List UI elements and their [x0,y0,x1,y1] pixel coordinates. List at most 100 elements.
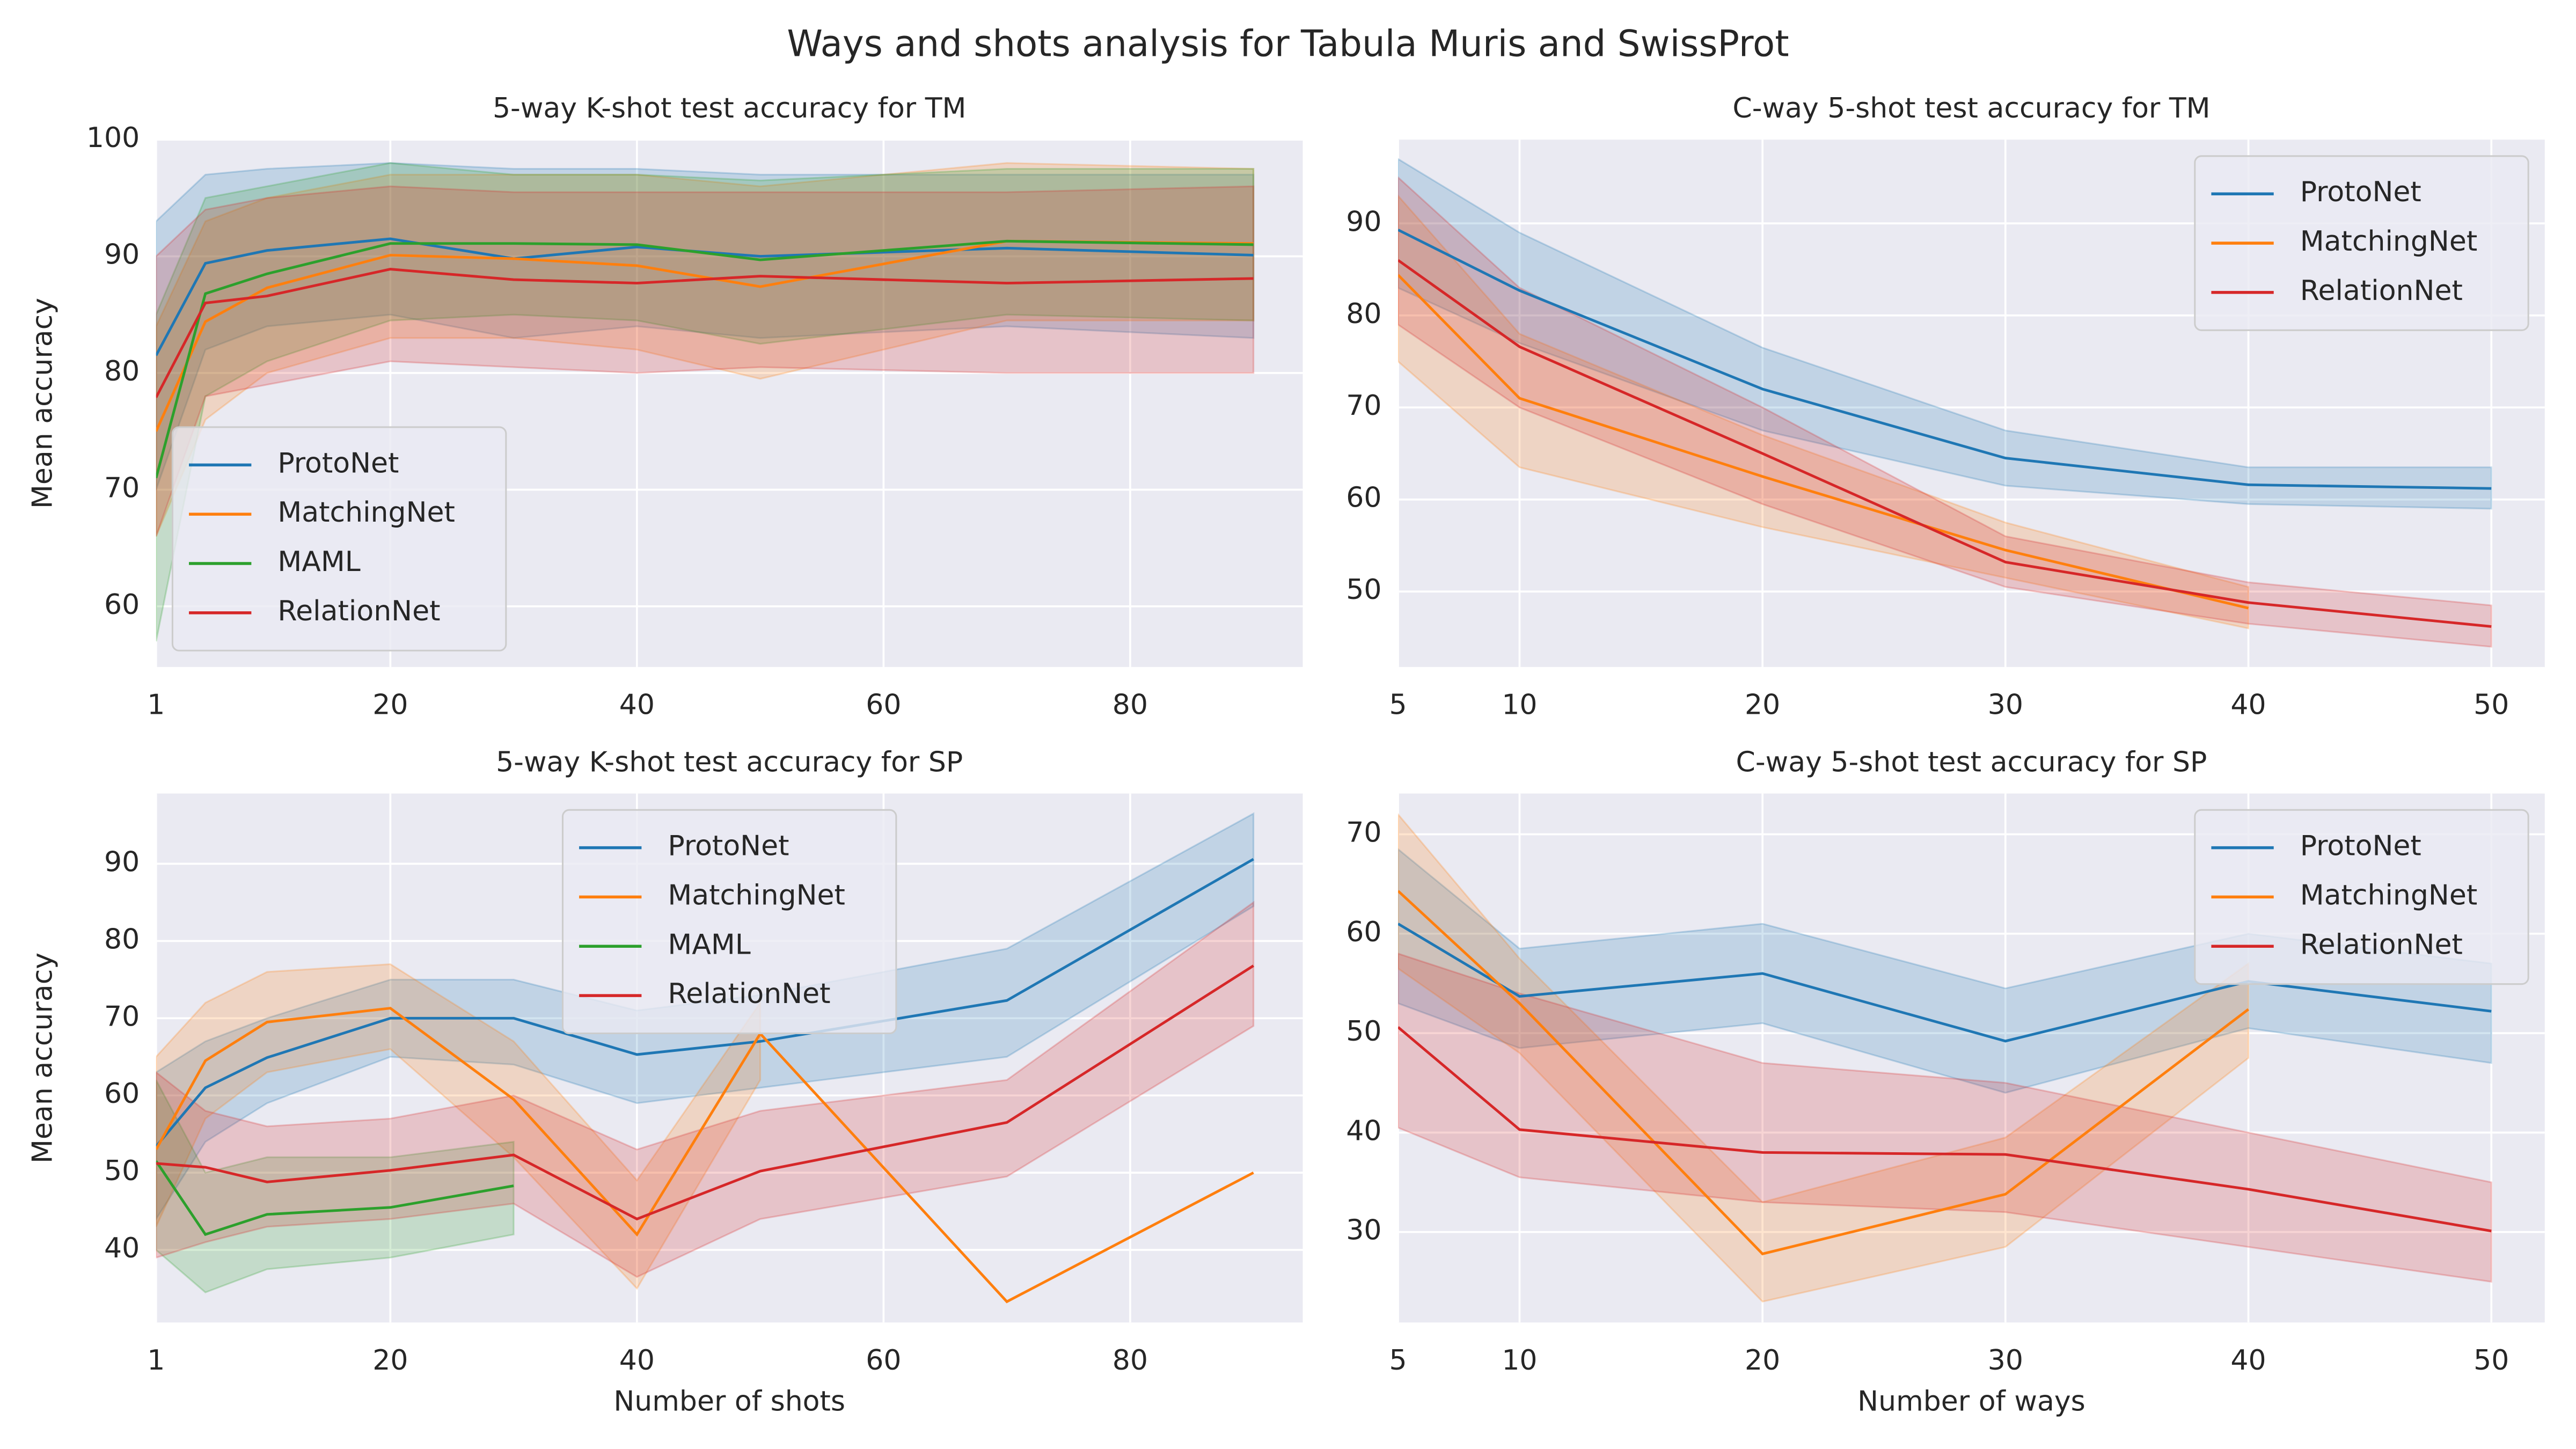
legend-box [2194,809,2529,985]
legend-label: MAML [668,928,750,961]
y-tick-label: 60 [1346,482,1381,514]
data-layer [1398,158,2492,648]
x-tick-label: 40 [2230,1344,2266,1377]
x-tick-label: 1 [147,689,165,721]
series-line [1398,229,2492,490]
series-line [156,858,1254,1147]
x-tick-label: 30 [1988,689,2023,721]
series-line [1398,259,2492,628]
legend: ProtoNet MatchingNet RelationNet [2194,155,2529,331]
series-line [156,239,1254,432]
x-tick-label: 80 [1113,1344,1148,1377]
y-tick-label: 90 [104,846,140,879]
x-tick-label: 10 [1502,689,1537,721]
subplot: 60 70 80 90 100 1 20 40 60 80 5-way K-shot test ac… [27,92,1303,721]
subplot: 30 40 50 60 70 5 10 20 30 40 50 C-way 5-shot test a… [1346,746,2545,1417]
y-tick-label: 100 [86,122,140,154]
y-tick-label: 30 [1346,1214,1381,1247]
series-line [156,268,1254,398]
x-tick-label: 5 [1389,1344,1407,1377]
y-axis-label: Mean accuracy [27,298,59,509]
legend-label: MAML [277,546,360,578]
x-tick-label: 40 [619,689,655,721]
y-tick-label: 90 [104,239,140,271]
y-tick-label: 60 [104,589,140,621]
legend-label: RelationNet [277,595,440,627]
y-tick-label: 60 [1346,916,1381,948]
subplot: 50 60 70 80 90 5 10 20 30 40 50 C-way 5-shot test a… [1346,92,2545,721]
x-axis-label: Number of shots [613,1385,845,1417]
data-layer [1398,813,2492,1303]
y-tick-label: 40 [104,1232,140,1264]
x-tick-label: 5 [1389,689,1407,721]
y-tick-label: 70 [104,472,140,504]
subplot-title: C-way 5-shot test accuracy for SP [1736,746,2207,778]
confidence-band [156,901,1255,1278]
y-tick-label: 80 [104,923,140,955]
x-axis-label: Number of ways [1857,1385,2085,1417]
series-line [1398,1026,2492,1233]
confidence-band [156,1079,515,1293]
legend-box [171,426,507,652]
legend-box [561,809,897,1035]
subplot-title: 5-way K-shot test accuracy for SP [496,746,963,778]
series-line [156,1007,1254,1304]
legend-label: ProtoNet [277,447,399,479]
confidence-band [1398,158,2492,510]
x-tick-label: 60 [866,689,901,721]
x-tick-label: 60 [866,1344,901,1377]
figure-title: Ways and shots analysis for Tabula Muris… [787,22,1789,64]
legend-label: RelationNet [668,978,830,1010]
y-tick-label: 70 [1346,817,1381,849]
y-tick-label: 50 [1346,574,1381,606]
series-line [1398,274,2249,610]
x-tick-label: 20 [1745,1344,1780,1377]
x-tick-label: 40 [2230,689,2266,721]
x-tick-label: 1 [147,1344,165,1377]
legend-label: MatchingNet [277,496,455,529]
y-tick-label: 50 [104,1155,140,1187]
legend-label: MatchingNet [668,879,845,911]
legend-label: RelationNet [2300,928,2463,961]
y-tick-label: 90 [1346,206,1381,238]
x-tick-label: 40 [619,1344,655,1377]
legend-label: ProtoNet [668,830,789,862]
x-tick-label: 20 [372,1344,408,1377]
x-tick-label: 50 [2473,689,2509,721]
y-tick-label: 60 [104,1078,140,1110]
confidence-band [1398,176,2492,648]
y-axis-label: Mean accuracy [27,953,59,1163]
x-tick-label: 30 [1988,1344,2023,1377]
x-tick-label: 10 [1502,1344,1537,1377]
legend: ProtoNet MatchingNet RelationNet [2194,809,2529,985]
subplot: 40 50 60 70 80 90 1 20 40 60 80 5-way K-shot test a… [27,746,1303,1417]
confidence-band [1398,953,2492,1283]
y-tick-label: 80 [1346,298,1381,330]
y-tick-label: 80 [104,355,140,387]
series-line [156,1160,514,1236]
subplot-title: 5-way K-shot test accuracy for TM [493,92,966,125]
legend: ProtoNet MatchingNet MAML RelationNet [171,426,507,652]
series-line [156,239,1254,479]
legend-box [2194,155,2529,331]
y-tick-label: 40 [1346,1115,1381,1147]
legend-label: RelationNet [2300,275,2463,307]
legend-label: ProtoNet [2300,176,2421,208]
x-tick-label: 20 [372,689,408,721]
legend-label: ProtoNet [2300,830,2421,862]
confidence-band [1398,194,2250,630]
legend-label: MatchingNet [2300,879,2478,911]
y-tick-label: 70 [1346,390,1381,422]
series-line [1398,890,2250,1256]
x-tick-label: 50 [2473,1344,2509,1377]
y-tick-label: 50 [1346,1015,1381,1048]
x-tick-label: 80 [1113,689,1148,721]
legend-label: MatchingNet [2300,225,2478,258]
y-tick-label: 70 [104,1000,140,1033]
confidence-band [1398,813,2250,1303]
series-line [156,964,1254,1221]
x-tick-label: 20 [1745,689,1780,721]
legend: ProtoNet MatchingNet MAML RelationNet [561,809,897,1035]
